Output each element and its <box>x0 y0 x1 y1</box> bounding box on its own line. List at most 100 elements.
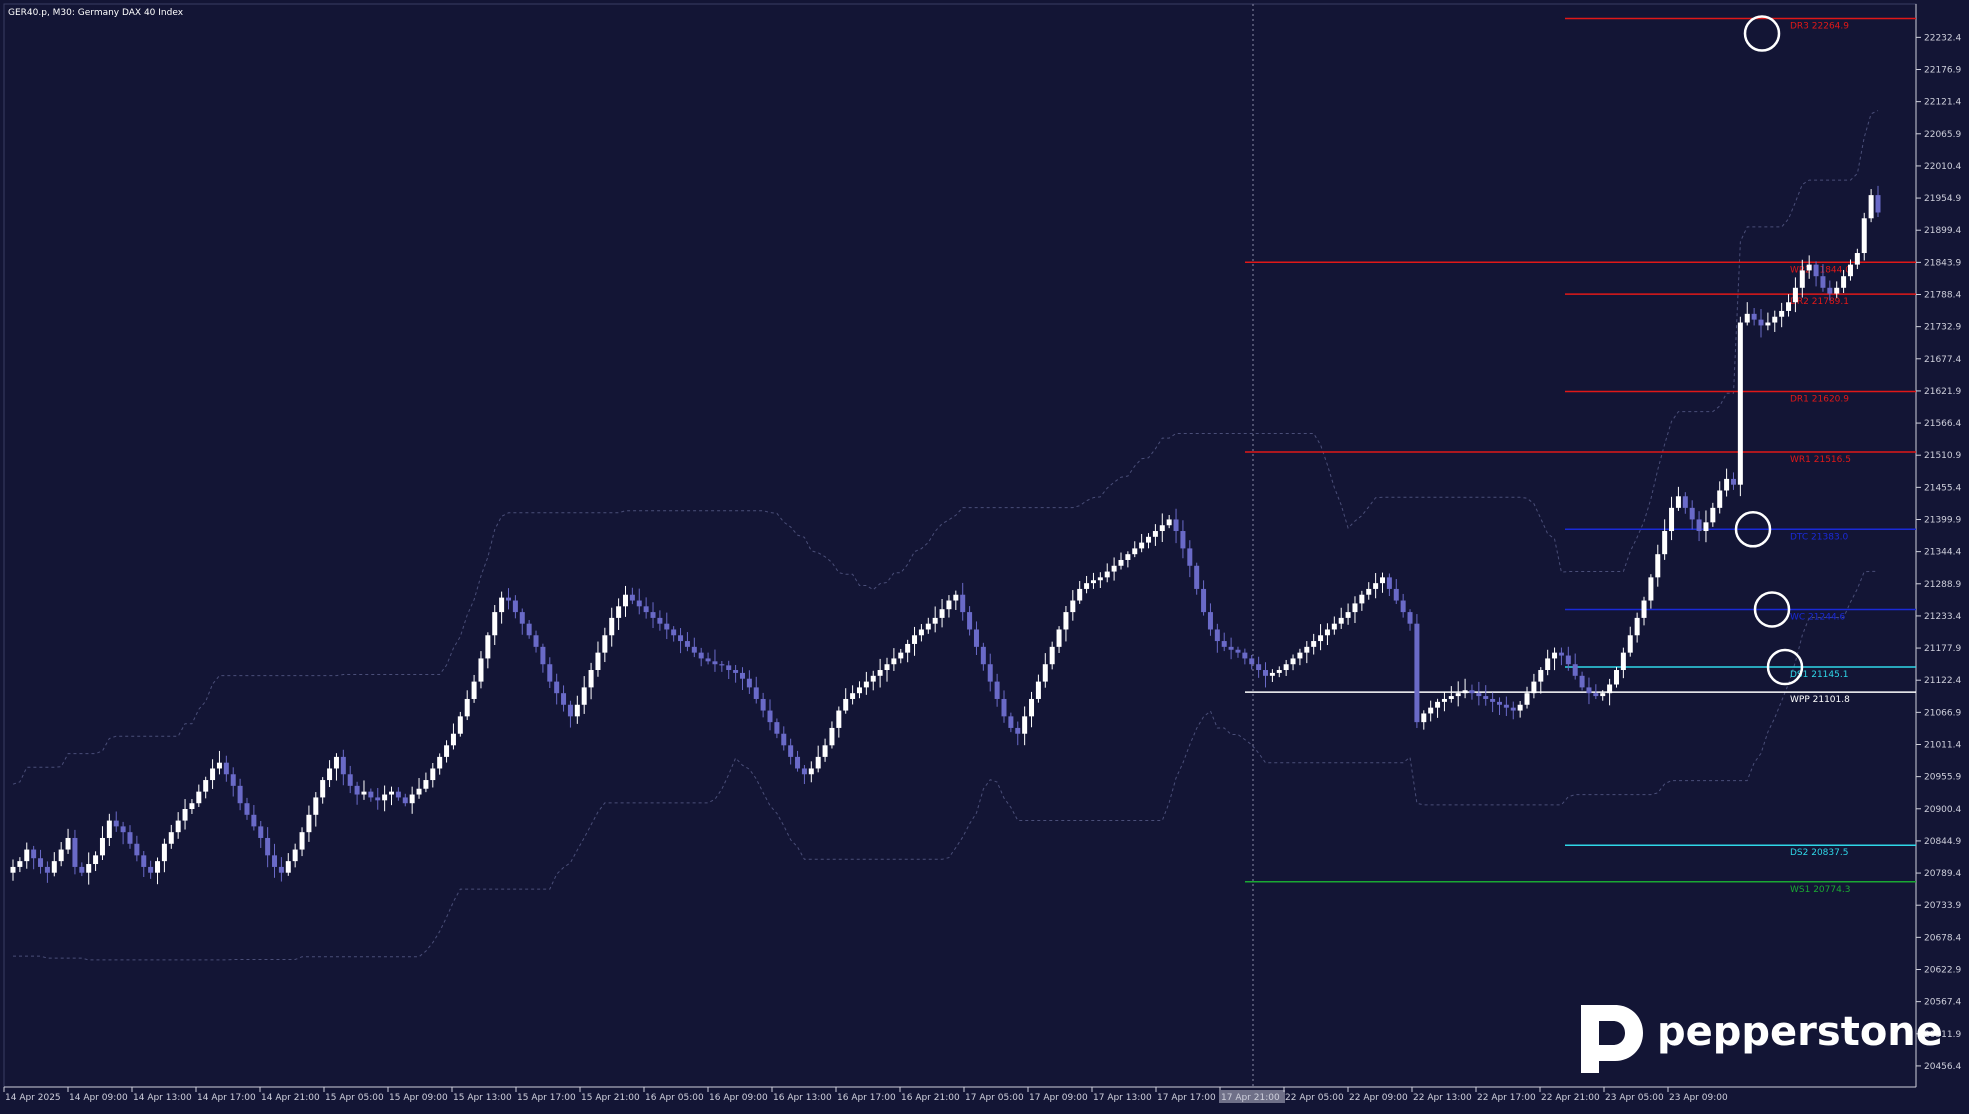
candle-down <box>375 797 381 801</box>
candle-down <box>1476 693 1482 697</box>
pivot-label: DR3 22264.9 <box>1790 22 1849 32</box>
candle-up <box>471 681 477 699</box>
candle-down <box>148 866 154 873</box>
candle-down <box>698 652 704 659</box>
candle-down <box>1696 519 1702 532</box>
candle-up <box>155 861 161 873</box>
candle-up <box>1084 583 1090 589</box>
candle-up <box>1462 690 1468 694</box>
candle-up <box>609 617 615 636</box>
candle-down <box>1235 649 1241 653</box>
y-tick-label: 21732.9 <box>1924 323 1961 333</box>
candle-up <box>285 861 291 873</box>
candle-down <box>1194 565 1200 589</box>
candle-up <box>1552 652 1558 659</box>
candle-up <box>1806 264 1812 271</box>
x-tick-label: 15 Apr 17:00 <box>517 1093 576 1103</box>
candle-down <box>1393 588 1399 601</box>
candle-up <box>1421 713 1427 723</box>
candle-up <box>320 780 326 798</box>
candle-down <box>980 646 986 665</box>
candle-down <box>1758 319 1764 326</box>
candle-up <box>581 687 587 705</box>
x-tick-label: 17 Apr 13:00 <box>1093 1093 1152 1103</box>
candle-down <box>251 814 257 827</box>
pepperstone-mark-icon <box>1581 1005 1643 1073</box>
candle-down <box>505 597 511 601</box>
candle-down <box>395 791 401 798</box>
candle-down <box>678 635 684 642</box>
candle-down <box>512 600 518 613</box>
candle-up <box>808 768 814 775</box>
candle-up <box>1304 646 1310 653</box>
candle-up <box>1634 617 1640 636</box>
candle-up <box>574 704 580 717</box>
candle-up <box>1132 548 1138 555</box>
candle-up <box>1627 635 1633 653</box>
y-tick-label: 20789.4 <box>1924 869 1961 879</box>
candle-up <box>292 849 298 862</box>
candle-down <box>650 612 656 618</box>
candle-up <box>203 780 209 792</box>
candle-up <box>1524 693 1530 705</box>
candle-up <box>1455 693 1461 697</box>
candle-down <box>1503 704 1509 708</box>
candle-down <box>1201 588 1207 613</box>
x-tick-label: 14 Apr 21:00 <box>261 1093 320 1103</box>
x-tick-label: 23 Apr 09:00 <box>1669 1093 1728 1103</box>
candle-down <box>31 849 37 859</box>
candle-down <box>705 658 711 662</box>
candle-up <box>836 710 842 728</box>
candle-up <box>1318 635 1324 642</box>
candle-up <box>313 797 319 815</box>
candle-up <box>1139 542 1145 549</box>
logo-wordmark: pepperstone <box>1657 1009 1943 1055</box>
candle-up <box>327 768 333 781</box>
candle-up <box>829 727 835 746</box>
candle-up <box>1311 641 1317 647</box>
candle-up <box>450 733 456 746</box>
candle-up <box>1104 571 1110 578</box>
candle-down <box>244 803 250 815</box>
candle-up <box>1338 617 1344 624</box>
y-tick-label: 21843.9 <box>1924 258 1961 268</box>
candle-up <box>843 698 849 711</box>
candle-up <box>189 803 195 810</box>
x-tick-label: 22 Apr 05:00 <box>1285 1093 1344 1103</box>
candle-down <box>368 791 374 798</box>
candle-down <box>1820 276 1826 288</box>
candle-up <box>464 698 470 717</box>
candle-up <box>1854 253 1860 265</box>
candle-down <box>733 670 739 673</box>
candle-down <box>739 672 745 679</box>
candle-down <box>272 855 278 867</box>
candle-up <box>1772 316 1778 323</box>
candle-up <box>182 809 188 821</box>
candle-up <box>1841 276 1847 288</box>
candle-down <box>1565 655 1571 665</box>
candle-up <box>1276 670 1282 673</box>
candle-down <box>1180 531 1186 549</box>
y-tick-label: 20456.4 <box>1924 1062 1961 1072</box>
candle-down <box>340 756 346 775</box>
candle-up <box>1868 195 1874 219</box>
candle-up <box>1717 490 1723 508</box>
time-axis: 14 Apr 2025 14 Apr 09:00 14 Apr 13:00 14 Ap… <box>3 1087 1728 1103</box>
candle-down <box>1256 664 1262 671</box>
candle-down <box>120 826 126 833</box>
x-tick-label: 23 Apr 05:00 <box>1605 1093 1664 1103</box>
candle-up <box>1435 701 1441 708</box>
candle-down <box>1572 664 1578 676</box>
candle-up <box>1448 696 1454 699</box>
candle-down <box>1682 496 1688 508</box>
y-tick-label: 21233.4 <box>1924 612 1961 622</box>
candle-up <box>1669 507 1675 532</box>
x-tick-label: 22 Apr 21:00 <box>1541 1093 1600 1103</box>
candle-down <box>643 606 649 613</box>
candle-up <box>1441 698 1447 702</box>
candle-down <box>1751 313 1757 320</box>
candle-down <box>1483 696 1489 699</box>
candle-down <box>719 664 725 666</box>
y-tick-label: 20733.9 <box>1924 901 1961 911</box>
